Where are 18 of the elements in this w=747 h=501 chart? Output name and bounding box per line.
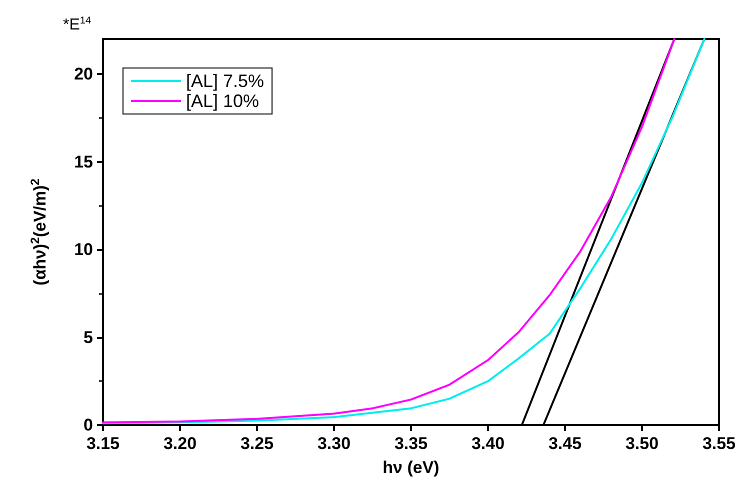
x-tick-label: 3.15 [86, 434, 120, 453]
x-axis-title: hν (eV) [382, 458, 440, 477]
y-tick-label: 20 [74, 64, 93, 84]
x-tick-label: 3.20 [163, 434, 197, 453]
legend-label: [AL] 7.5% [186, 71, 264, 91]
x-tick-label: 3.50 [625, 434, 659, 453]
x-tick-label: 3.40 [471, 434, 505, 453]
x-tick-label: 3.35 [394, 434, 428, 453]
y-tick-label: 10 [74, 240, 93, 260]
x-tick-label: 3.55 [702, 434, 736, 453]
legend-label: [AL] 10% [186, 91, 260, 111]
x-tick-label: 3.45 [548, 434, 582, 453]
x-tick-label: 3.25 [240, 434, 274, 453]
y-tick-label: 15 [74, 152, 93, 172]
y-axis-title: (αhν)2(eV/m)2 [28, 178, 50, 286]
y-tick-label: 5 [84, 328, 93, 347]
x-tick-label: 3.30 [317, 434, 351, 453]
y-tick-label: 0 [84, 416, 93, 434]
